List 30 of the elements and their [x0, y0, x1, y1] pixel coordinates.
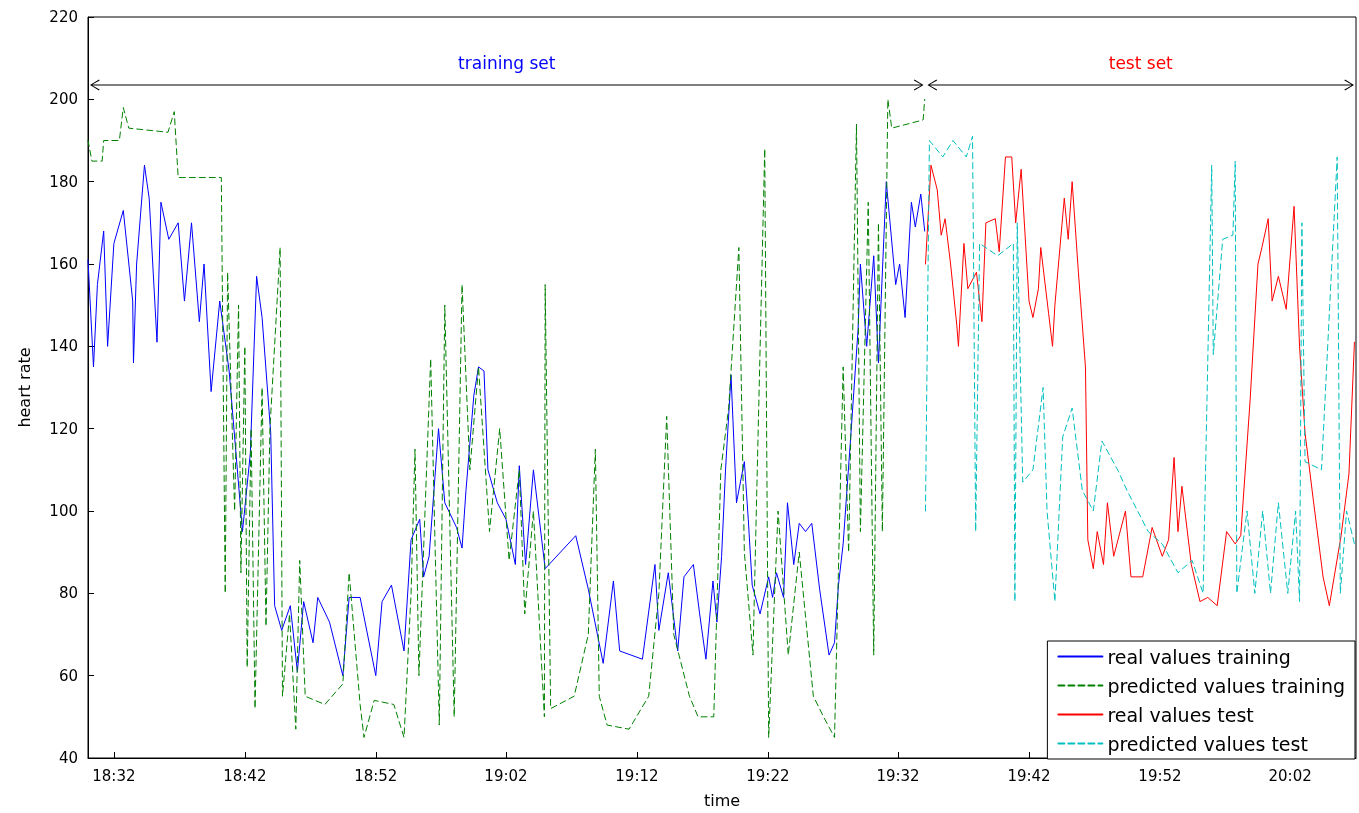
y-tick-label: 200 [49, 90, 78, 109]
x-tick-label: 18:42 [223, 766, 267, 785]
legend-label: predicted values training [1107, 674, 1346, 697]
x-axis-title: time [703, 790, 741, 810]
legend-label: real values test [1107, 703, 1254, 726]
y-tick-label: 160 [49, 255, 78, 273]
y-tick-label: 60 [58, 666, 78, 685]
y-tick-label: 180 [49, 172, 78, 191]
legend-label: predicted values test [1107, 732, 1308, 755]
annotation: test set [1108, 53, 1174, 73]
x-tick-label: 19:02 [484, 766, 528, 785]
x-tick-label: 19:12 [615, 766, 659, 785]
x-tick-label: 19:42 [1007, 766, 1051, 785]
x-tick-label: 19:32 [876, 766, 920, 785]
x-tick-label: 20:02 [1268, 766, 1312, 785]
line-series [87, 98, 926, 738]
x-tick-label: 19:52 [1138, 766, 1182, 785]
y-tick-label: 220 [49, 8, 78, 26]
y-tick-label: 140 [49, 337, 78, 356]
y-tick-label: 80 [58, 584, 78, 603]
annotation: training set [458, 53, 556, 73]
x-tick-label: 18:52 [354, 766, 398, 785]
line-series [87, 164, 926, 677]
x-tick-label: 19:22 [746, 766, 790, 785]
legend-label: real values training [1107, 645, 1291, 668]
y-tick-label: 100 [49, 502, 78, 520]
y-tick-label: 40 [58, 749, 78, 767]
y-axis-title: heart rate [14, 347, 34, 428]
x-tick-label: 18:32 [92, 766, 136, 785]
y-tick-label: 120 [49, 419, 78, 438]
